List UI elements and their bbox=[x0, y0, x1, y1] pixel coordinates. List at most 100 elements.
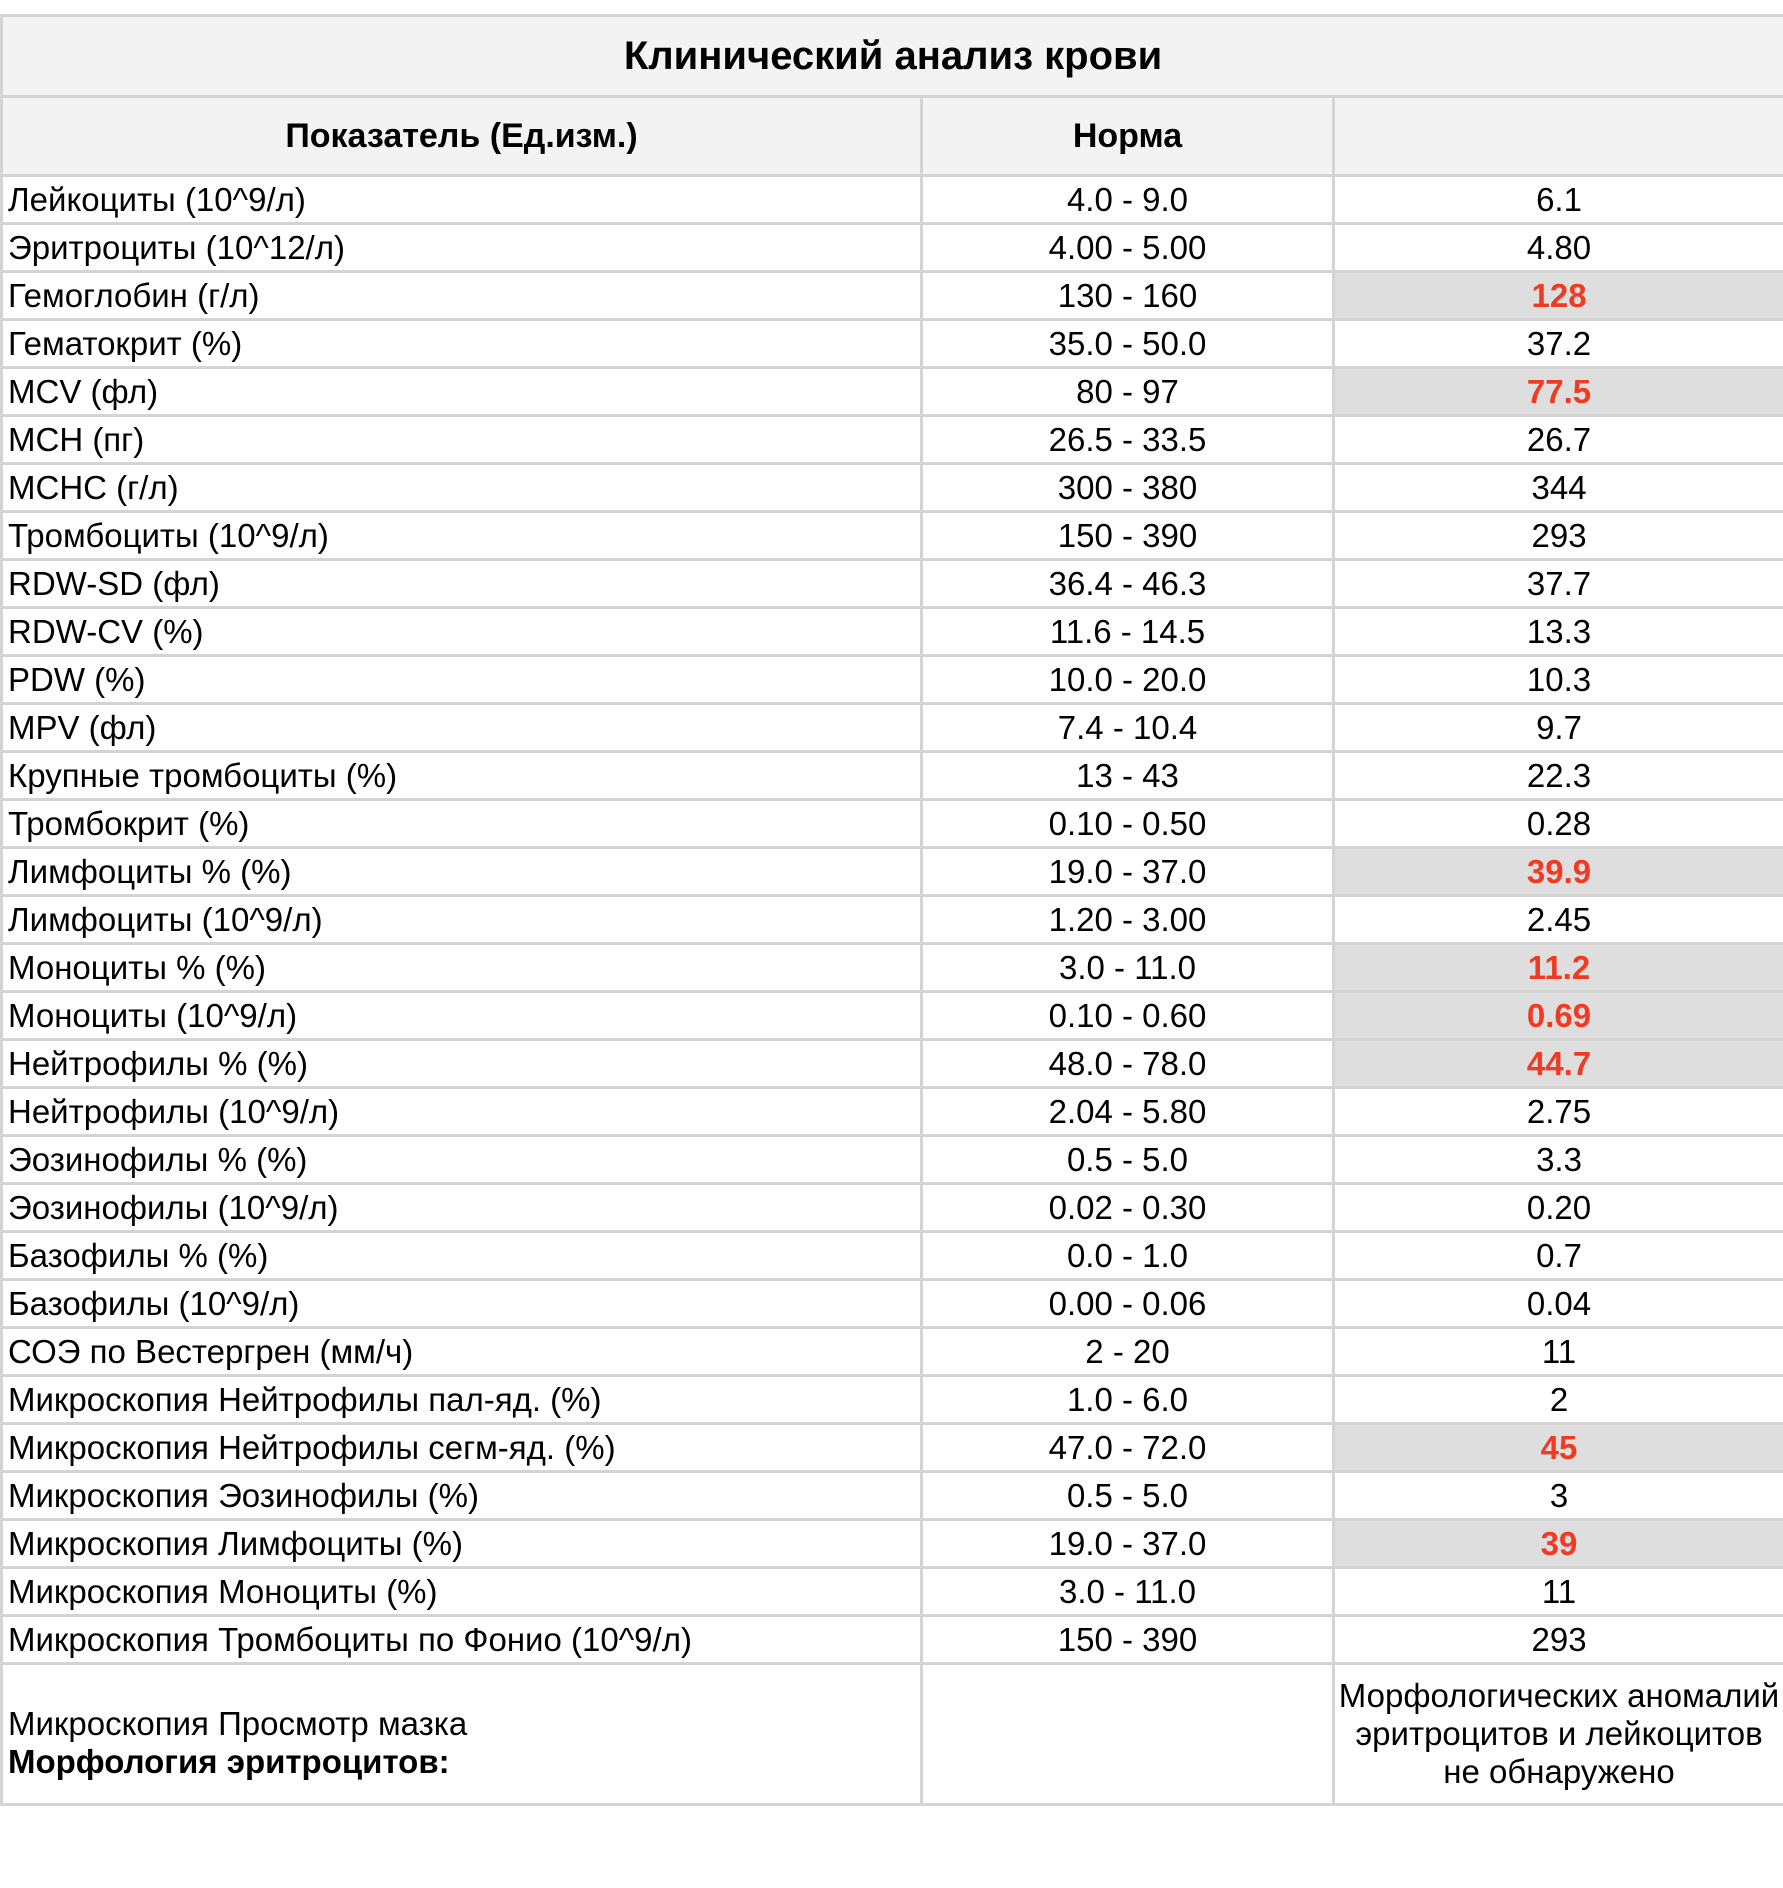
indicator-cell: Моноциты % (%) bbox=[0, 942, 923, 993]
table-row: Тромбоциты (10^9/л) 150 - 390 293 bbox=[0, 510, 1783, 561]
smear-name-line2: Морфология эритроцитов: bbox=[8, 1743, 450, 1780]
blood-test-sheet: Клинический анализ крови Показатель (Ед.… bbox=[0, 14, 1783, 1806]
indicator-cell: MCV (фл) bbox=[0, 366, 923, 417]
indicator-cell: Эозинофилы (10^9/л) bbox=[0, 1182, 923, 1233]
norm-cell: 0.5 - 5.0 bbox=[920, 1470, 1335, 1521]
table-row: Моноциты (10^9/л) 0.10 - 0.60 0.69 bbox=[0, 990, 1783, 1041]
table-row: Лимфоциты (10^9/л) 1.20 - 3.00 2.45 bbox=[0, 894, 1783, 945]
value-cell: 0.20 bbox=[1331, 1182, 1783, 1233]
indicator-cell: Базофилы % (%) bbox=[0, 1230, 923, 1281]
value-cell: 37.2 bbox=[1331, 318, 1783, 369]
value-cell: 9.7 bbox=[1331, 702, 1783, 753]
norm-cell: 150 - 390 bbox=[920, 510, 1335, 561]
indicator-cell: Эритроциты (10^12/л) bbox=[0, 222, 923, 273]
norm-cell: 4.0 - 9.0 bbox=[920, 174, 1335, 225]
table-row: Микроскопия Нейтрофилы пал-яд. (%) 1.0 - … bbox=[0, 1374, 1783, 1425]
indicator-cell: Лейкоциты (10^9/л) bbox=[0, 174, 923, 225]
table-row: СОЭ по Вестергрен (мм/ч) 2 - 20 11 bbox=[0, 1326, 1783, 1377]
smear-indicator-cell: Микроскопия Просмотр мазка Морфология эри… bbox=[0, 1662, 923, 1806]
value-cell: 0.04 bbox=[1331, 1278, 1783, 1329]
indicator-cell: MCHC (г/л) bbox=[0, 462, 923, 513]
table-row: Микроскопия Эозинофилы (%) 0.5 - 5.0 3 bbox=[0, 1470, 1783, 1521]
value-cell: 13.3 bbox=[1331, 606, 1783, 657]
value-cell: 11 bbox=[1331, 1566, 1783, 1617]
smear-row: Микроскопия Просмотр мазка Морфология эри… bbox=[0, 1662, 1783, 1806]
table-row: Микроскопия Тромбоциты по Фонио (10^9/л)… bbox=[0, 1614, 1783, 1665]
indicator-cell: PDW (%) bbox=[0, 654, 923, 705]
value-cell: 0.28 bbox=[1331, 798, 1783, 849]
norm-cell: 19.0 - 37.0 bbox=[920, 1518, 1335, 1569]
value-cell-abnormal: 11.2 bbox=[1331, 942, 1783, 993]
norm-cell: 4.00 - 5.00 bbox=[920, 222, 1335, 273]
table-row: Тромбокрит (%) 0.10 - 0.50 0.28 bbox=[0, 798, 1783, 849]
indicator-cell: MCH (пг) bbox=[0, 414, 923, 465]
norm-cell: 300 - 380 bbox=[920, 462, 1335, 513]
table-row: Микроскопия Моноциты (%) 3.0 - 11.0 11 bbox=[0, 1566, 1783, 1617]
norm-cell: 80 - 97 bbox=[920, 366, 1335, 417]
norm-cell: 0.0 - 1.0 bbox=[920, 1230, 1335, 1281]
norm-cell: 0.00 - 0.06 bbox=[920, 1278, 1335, 1329]
value-cell-abnormal: 44.7 bbox=[1331, 1038, 1783, 1089]
norm-cell: 35.0 - 50.0 bbox=[920, 318, 1335, 369]
value-cell-abnormal: 39.9 bbox=[1331, 846, 1783, 897]
title-row: Клинический анализ крови bbox=[0, 14, 1783, 98]
table-row: Нейтрофилы (10^9/л) 2.04 - 5.80 2.75 bbox=[0, 1086, 1783, 1137]
smear-norm-cell bbox=[920, 1662, 1335, 1806]
table-row: Базофилы % (%) 0.0 - 1.0 0.7 bbox=[0, 1230, 1783, 1281]
norm-cell: 150 - 390 bbox=[920, 1614, 1335, 1665]
norm-cell: 130 - 160 bbox=[920, 270, 1335, 321]
table-row: Эозинофилы (10^9/л) 0.02 - 0.30 0.20 bbox=[0, 1182, 1783, 1233]
indicator-cell: Гемоглобин (г/л) bbox=[0, 270, 923, 321]
norm-cell: 0.02 - 0.30 bbox=[920, 1182, 1335, 1233]
smear-name-line1: Микроскопия Просмотр мазка bbox=[8, 1705, 468, 1742]
indicator-cell: СОЭ по Вестергрен (мм/ч) bbox=[0, 1326, 923, 1377]
value-cell: 37.7 bbox=[1331, 558, 1783, 609]
table-row: Крупные тромбоциты (%) 13 - 43 22.3 bbox=[0, 750, 1783, 801]
norm-cell: 2.04 - 5.80 bbox=[920, 1086, 1335, 1137]
indicator-cell: Микроскопия Моноциты (%) bbox=[0, 1566, 923, 1617]
indicator-cell: Микроскопия Нейтрофилы сегм-яд. (%) bbox=[0, 1422, 923, 1473]
header-indicator: Показатель (Ед.изм.) bbox=[0, 95, 923, 177]
norm-cell: 1.20 - 3.00 bbox=[920, 894, 1335, 945]
table-title: Клинический анализ крови bbox=[0, 14, 1783, 98]
indicator-cell: Микроскопия Лимфоциты (%) bbox=[0, 1518, 923, 1569]
table-row: Эритроциты (10^12/л) 4.00 - 5.00 4.80 bbox=[0, 222, 1783, 273]
indicator-cell: Нейтрофилы % (%) bbox=[0, 1038, 923, 1089]
indicator-cell: RDW-CV (%) bbox=[0, 606, 923, 657]
indicator-cell: Микроскопия Тромбоциты по Фонио (10^9/л) bbox=[0, 1614, 923, 1665]
table-row: Микроскопия Лимфоциты (%) 19.0 - 37.0 39 bbox=[0, 1518, 1783, 1569]
header-norm: Норма bbox=[920, 95, 1335, 177]
norm-cell: 47.0 - 72.0 bbox=[920, 1422, 1335, 1473]
value-cell: 2 bbox=[1331, 1374, 1783, 1425]
value-cell: 2.45 bbox=[1331, 894, 1783, 945]
norm-cell: 0.10 - 0.50 bbox=[920, 798, 1335, 849]
value-cell: 293 bbox=[1331, 1614, 1783, 1665]
value-cell-abnormal: 45 bbox=[1331, 1422, 1783, 1473]
table-row: MCHC (г/л) 300 - 380 344 bbox=[0, 462, 1783, 513]
value-cell-abnormal: 128 bbox=[1331, 270, 1783, 321]
table-row: PDW (%) 10.0 - 20.0 10.3 bbox=[0, 654, 1783, 705]
value-cell-abnormal: 0.69 bbox=[1331, 990, 1783, 1041]
header-value bbox=[1331, 95, 1783, 177]
table-row: Лимфоциты % (%) 19.0 - 37.0 39.9 bbox=[0, 846, 1783, 897]
value-cell-abnormal: 39 bbox=[1331, 1518, 1783, 1569]
table-row: RDW-SD (фл) 36.4 - 46.3 37.7 bbox=[0, 558, 1783, 609]
results-table: Клинический анализ крови Показатель (Ед.… bbox=[0, 14, 1783, 1806]
indicator-cell: Нейтрофилы (10^9/л) bbox=[0, 1086, 923, 1137]
value-cell-abnormal: 77.5 bbox=[1331, 366, 1783, 417]
smear-value-cell: Морфологических аномалий эритроцитов и л… bbox=[1331, 1662, 1783, 1806]
indicator-cell: Базофилы (10^9/л) bbox=[0, 1278, 923, 1329]
indicator-cell: RDW-SD (фл) bbox=[0, 558, 923, 609]
value-cell: 10.3 bbox=[1331, 654, 1783, 705]
indicator-cell: Гематокрит (%) bbox=[0, 318, 923, 369]
table-row: MCV (фл) 80 - 97 77.5 bbox=[0, 366, 1783, 417]
table-row: Моноциты % (%) 3.0 - 11.0 11.2 bbox=[0, 942, 1783, 993]
value-cell: 3 bbox=[1331, 1470, 1783, 1521]
value-cell: 344 bbox=[1331, 462, 1783, 513]
indicator-cell: Микроскопия Нейтрофилы пал-яд. (%) bbox=[0, 1374, 923, 1425]
table-row: Гематокрит (%) 35.0 - 50.0 37.2 bbox=[0, 318, 1783, 369]
norm-cell: 36.4 - 46.3 bbox=[920, 558, 1335, 609]
indicator-cell: Крупные тромбоциты (%) bbox=[0, 750, 923, 801]
table-row: Микроскопия Нейтрофилы сегм-яд. (%) 47.0 … bbox=[0, 1422, 1783, 1473]
indicator-cell: Тромбоциты (10^9/л) bbox=[0, 510, 923, 561]
